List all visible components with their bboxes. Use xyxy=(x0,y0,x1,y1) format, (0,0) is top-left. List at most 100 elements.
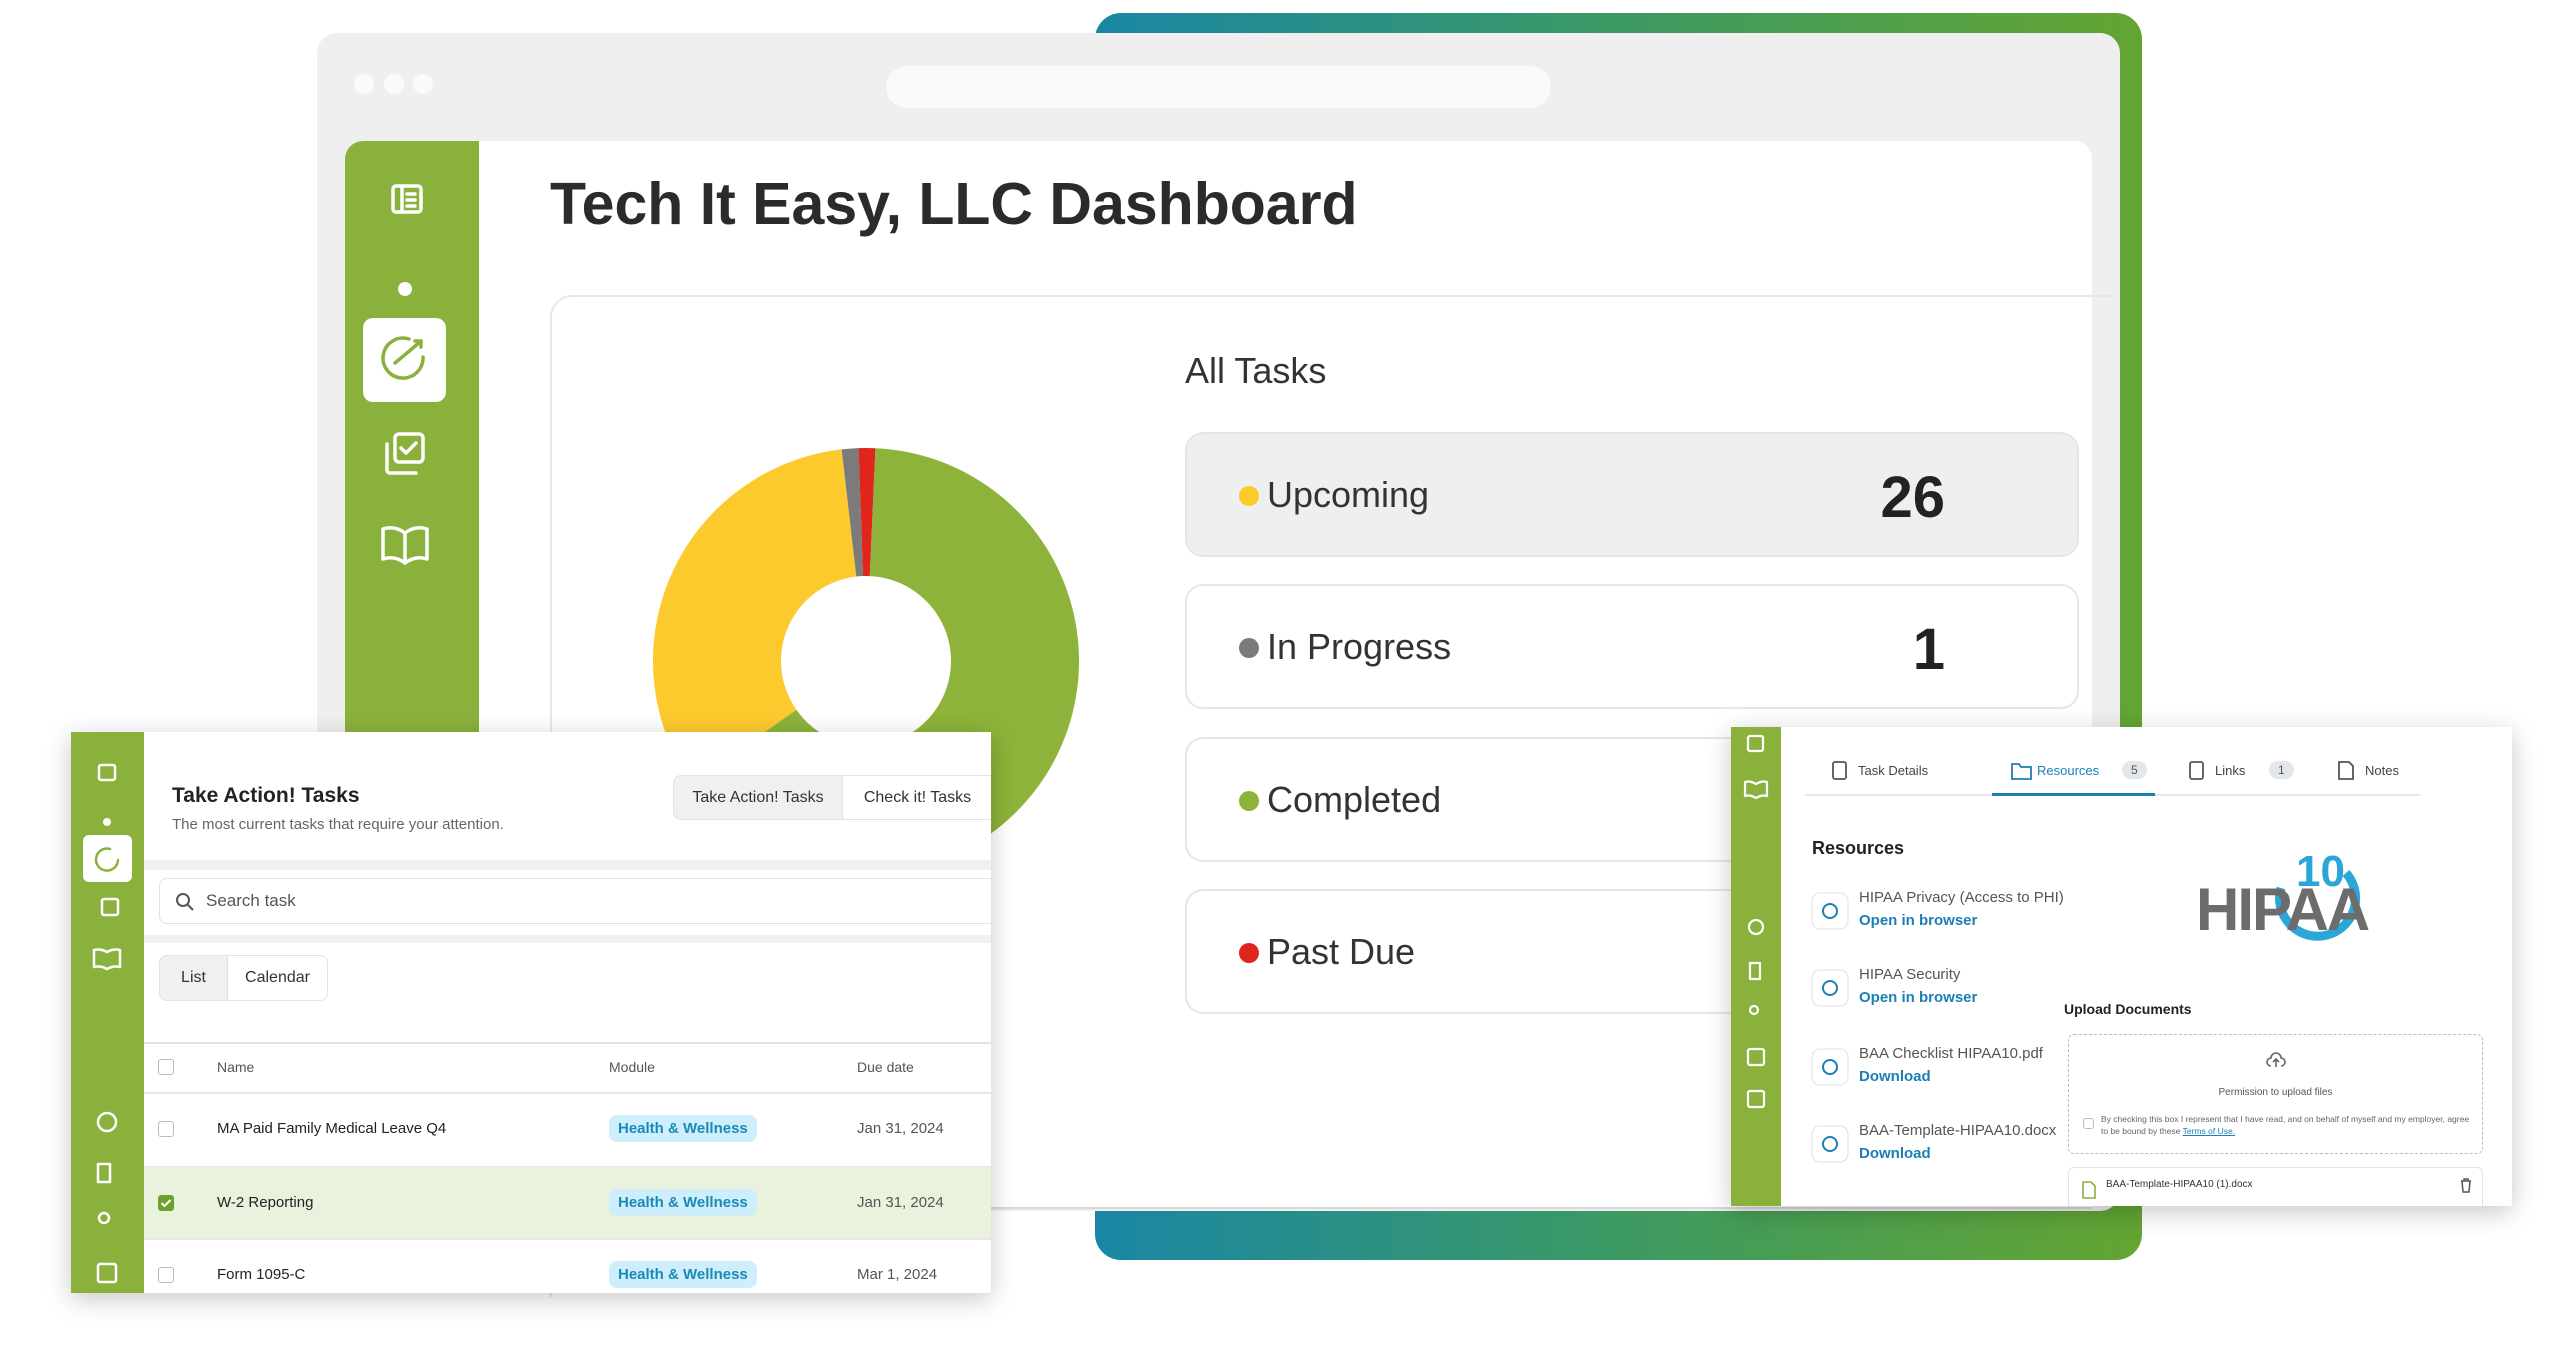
panel-sidebar xyxy=(1731,727,1781,1206)
status-label: In Progress xyxy=(1267,626,1452,667)
resource-action[interactable]: Open in browser xyxy=(1859,989,1978,1006)
resource-name: BAA Checklist HIPAA10.pdf xyxy=(1859,1045,2043,1062)
tab-button[interactable]: Check it! Tasks xyxy=(843,775,991,820)
status-card[interactable]: Upcoming 26 xyxy=(1185,432,2079,557)
divider xyxy=(144,935,991,943)
icon-dashboard xyxy=(94,847,120,872)
panel-tab[interactable]: Resources xyxy=(2037,763,2100,778)
panel-subtitle: The most current tasks that require your… xyxy=(172,816,504,833)
row-checkbox[interactable] xyxy=(158,1195,174,1211)
icon-bg xyxy=(1811,1125,1849,1163)
icon-settings[interactable] xyxy=(1747,918,1765,936)
icon-list[interactable] xyxy=(97,763,117,782)
hipaa-logo: HIPAA 10 xyxy=(2196,847,2416,952)
icon-tasks[interactable] xyxy=(385,432,425,475)
active-item[interactable] xyxy=(363,318,446,402)
resource-name: HIPAA Privacy (Access to PHI) xyxy=(1859,889,2064,906)
icon-building[interactable] xyxy=(96,1162,112,1184)
tab-icons xyxy=(1832,761,2354,780)
delete-icon[interactable] xyxy=(2459,1177,2473,1193)
search-box[interactable] xyxy=(159,878,991,924)
resource-icon xyxy=(1811,892,1849,930)
window-dot xyxy=(384,74,404,94)
active-tab-underline xyxy=(1992,793,2155,796)
icon-book[interactable] xyxy=(92,948,122,971)
check-path xyxy=(160,1199,172,1208)
status-dot xyxy=(1239,791,1259,811)
panel-sidebar-icons xyxy=(83,763,132,1284)
chart-title: All Tasks xyxy=(1185,350,1327,391)
icon-notes xyxy=(2338,761,2354,780)
column-header: Name xyxy=(217,1059,255,1075)
resource-name: HIPAA Security xyxy=(1859,966,1961,983)
icon-links xyxy=(2189,761,2204,780)
panel-tab[interactable]: Links xyxy=(2215,763,2246,778)
icon-checklist[interactable] xyxy=(96,1262,118,1284)
consent: By checking this box I represent that I … xyxy=(2101,1114,2470,1136)
url-bar[interactable] xyxy=(886,66,1551,108)
window-dot xyxy=(413,74,433,94)
module-badge: Health & Wellness xyxy=(609,1261,757,1288)
terms-link[interactable]: Terms of Use. xyxy=(2182,1126,2236,1136)
status-dot xyxy=(1239,943,1259,963)
resources-panel: Task Details Resources 5 Links 1 Notes Resour… xyxy=(1731,727,2512,1206)
column-header: Module xyxy=(609,1059,655,1075)
icon-building[interactable] xyxy=(1748,961,1762,981)
icon-book[interactable] xyxy=(1743,780,1769,800)
icon-users[interactable] xyxy=(1748,1004,1760,1016)
search-icon xyxy=(176,893,194,911)
consent-checkbox[interactable] xyxy=(2083,1118,2094,1129)
icon-checklist[interactable] xyxy=(1746,1089,1766,1109)
status-card[interactable]: In Progress 1 xyxy=(1185,584,2079,709)
view-button[interactable]: List xyxy=(159,955,228,1001)
row-line xyxy=(144,1092,991,1094)
take-action-panel: Take Action! Tasks The most current task… xyxy=(71,732,991,1293)
resources-heading: Resources xyxy=(1812,838,1905,858)
header-checkbox[interactable] xyxy=(158,1059,174,1075)
tab-count: 1 xyxy=(2269,761,2294,779)
status-label: Past Due xyxy=(1267,931,1416,972)
icon-clipboard xyxy=(1832,761,1847,780)
view-button[interactable]: Calendar xyxy=(228,955,328,1001)
window-dot xyxy=(354,74,374,94)
icon-bg xyxy=(1811,892,1849,930)
panel-sidebar-icons xyxy=(1743,734,1769,1109)
panel-tab[interactable]: Task Details xyxy=(1858,763,1929,778)
icon-users[interactable] xyxy=(97,1211,111,1225)
resource-icon xyxy=(1811,1125,1849,1163)
status-label: Completed xyxy=(1267,779,1442,820)
icon-glyph xyxy=(1822,980,1838,996)
donut-slice xyxy=(841,448,864,577)
icon-dashboard xyxy=(381,336,425,380)
upload-dropzone[interactable] xyxy=(2068,1034,2483,1154)
tab-button[interactable]: Take Action! Tasks xyxy=(673,775,843,820)
panel-tab[interactable]: Notes xyxy=(2365,763,2399,778)
icon-glyph xyxy=(1822,903,1838,919)
file-name: BAA-Template-HIPAA10 (1).docx xyxy=(2106,1179,2253,1190)
check-mark xyxy=(160,1199,172,1208)
resource-action[interactable]: Download xyxy=(1859,1068,1931,1085)
logo-ring xyxy=(2275,870,2361,941)
resource-action[interactable]: Download xyxy=(1859,1145,1931,1162)
task-name: Form 1095-C xyxy=(217,1266,306,1283)
icon-glyph xyxy=(1822,1059,1838,1075)
icon-tasks[interactable] xyxy=(1746,734,1765,753)
row-checkbox[interactable] xyxy=(158,1267,174,1283)
icon-list[interactable] xyxy=(391,184,423,214)
status-count: 1 xyxy=(1912,617,1945,682)
icon-book[interactable] xyxy=(381,526,429,565)
panel-title: Take Action! Tasks xyxy=(172,784,360,807)
active-item[interactable] xyxy=(83,835,132,882)
icon-check[interactable] xyxy=(1746,1047,1766,1067)
consent-text: By checking this box I represent that I … xyxy=(2101,1113,2471,1137)
donut-slice xyxy=(653,449,857,784)
icon-bg xyxy=(1811,969,1849,1007)
resource-name: BAA-Template-HIPAA10.docx xyxy=(1859,1122,2057,1139)
search-placeholder: Search task xyxy=(206,891,296,910)
icon-settings[interactable] xyxy=(96,1111,118,1133)
main-sidebar-icons xyxy=(363,184,446,565)
icon-tasks[interactable] xyxy=(100,897,120,917)
resource-action[interactable]: Open in browser xyxy=(1859,912,1978,929)
file-icon xyxy=(2082,1181,2096,1199)
row-checkbox[interactable] xyxy=(158,1121,174,1137)
